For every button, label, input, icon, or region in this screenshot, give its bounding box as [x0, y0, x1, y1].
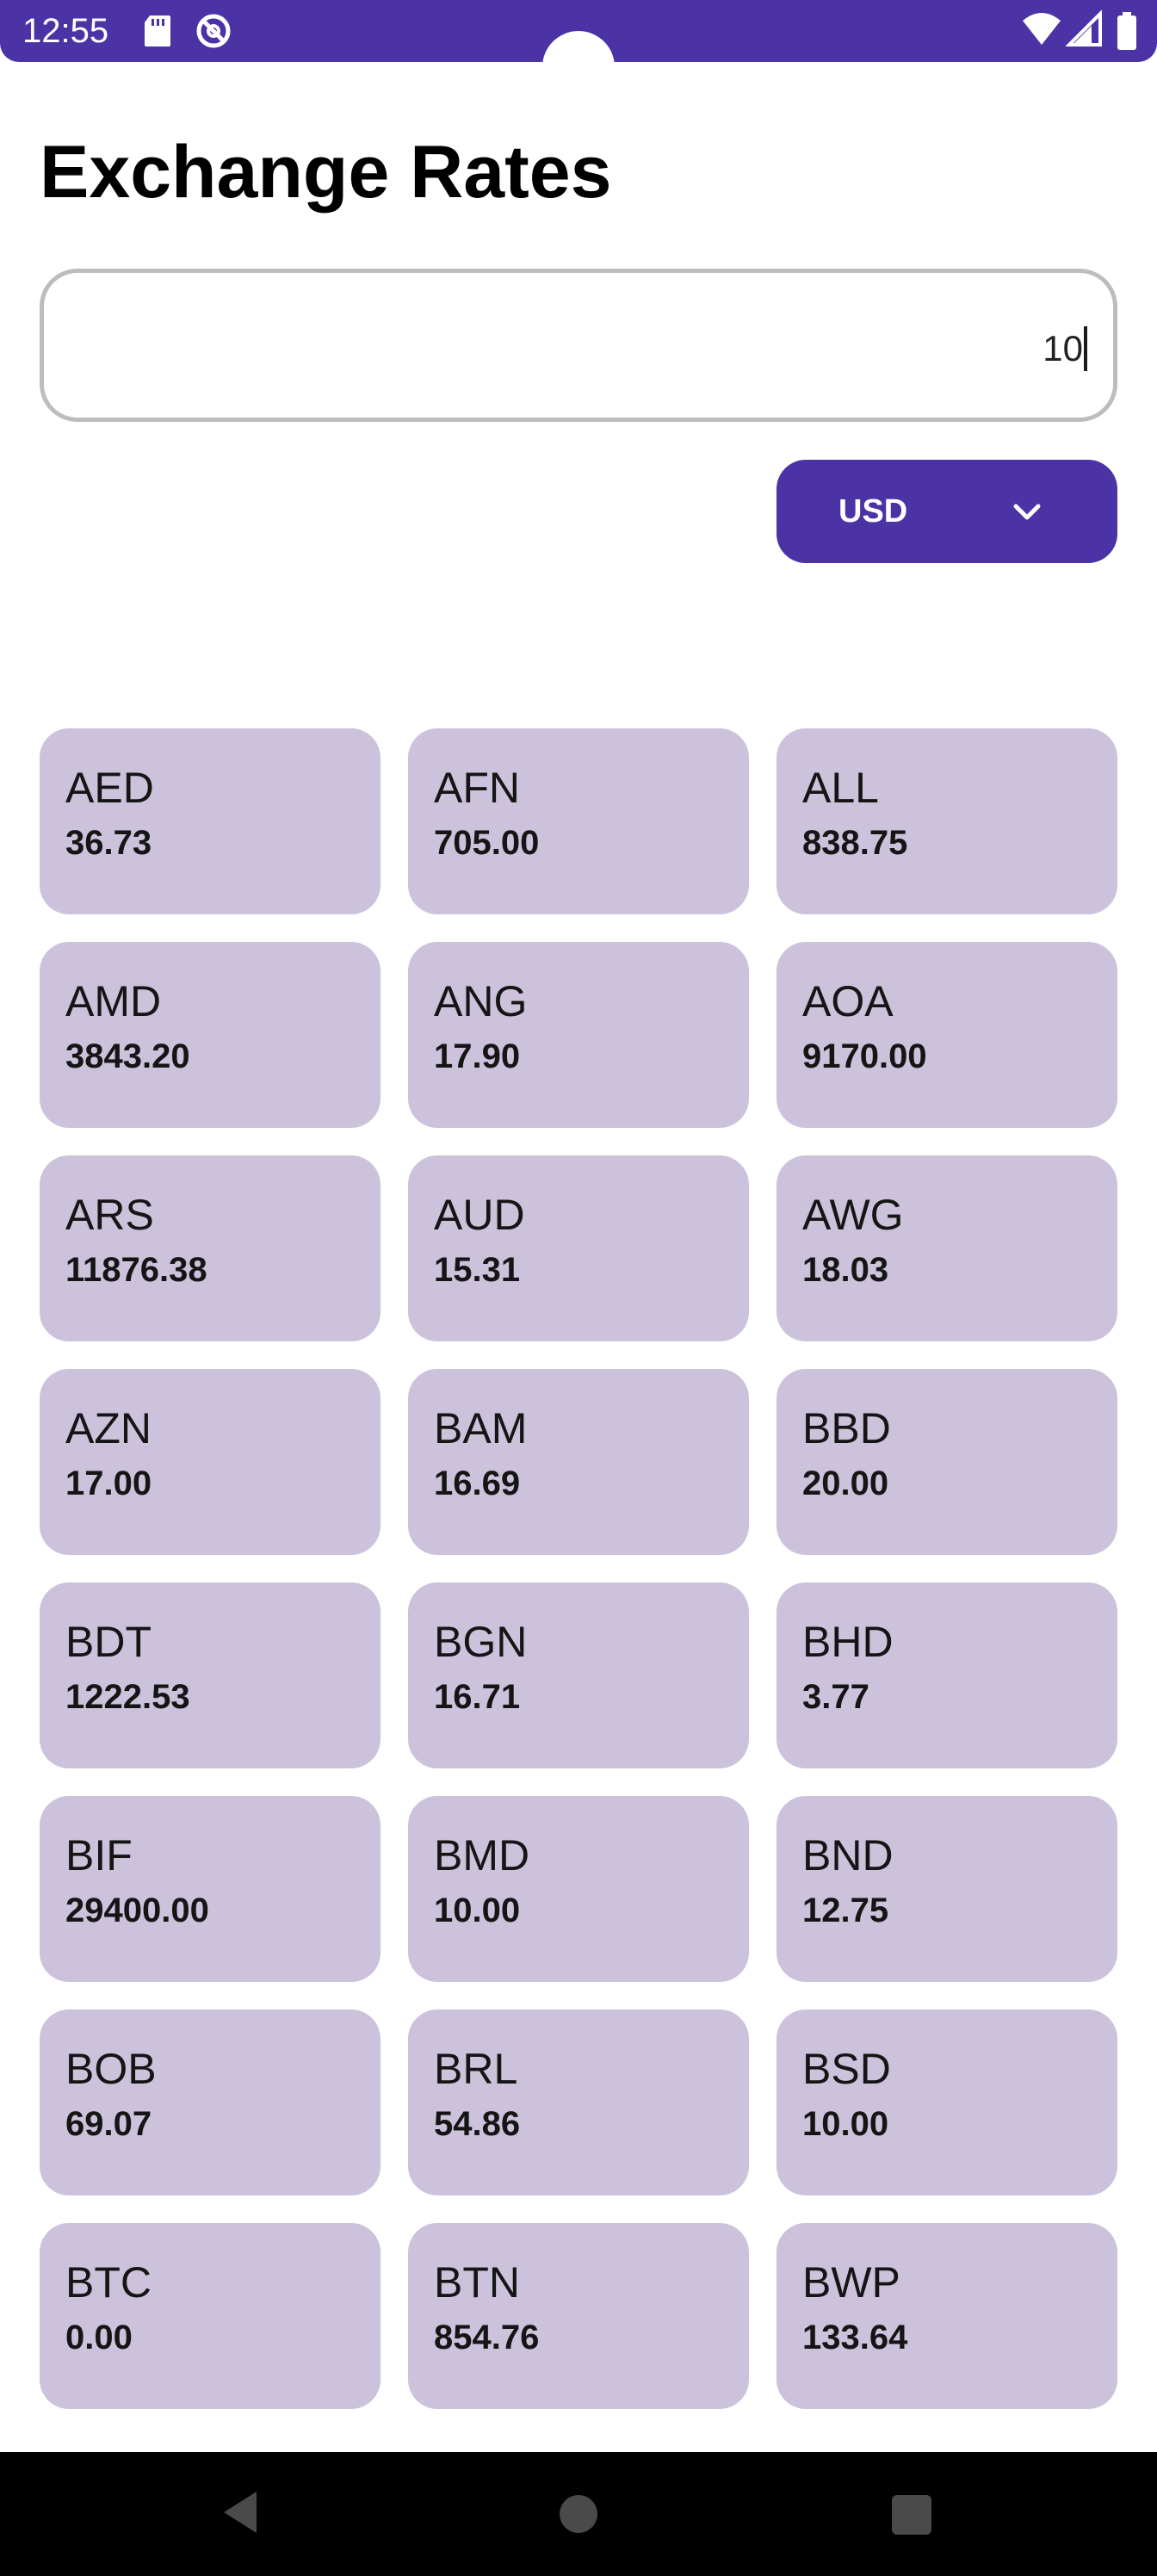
rate-card-code: AZN: [65, 1404, 152, 1452]
rate-card[interactable]: ALL 838.75: [776, 728, 1117, 914]
rate-card-code: BMD: [434, 1831, 530, 1879]
rate-card-code: AMD: [65, 977, 162, 1025]
chevron-down-icon: [1013, 504, 1041, 520]
rate-card-code: BWP: [802, 2258, 900, 2307]
page-title: Exchange Rates: [40, 131, 612, 214]
rate-card[interactable]: BND 12.75: [776, 1796, 1117, 1982]
rate-card[interactable]: ANG 17.90: [408, 942, 749, 1128]
camera-cutout: [542, 31, 615, 103]
rate-card-value: 17.00: [65, 1464, 152, 1502]
rate-card[interactable]: ARS 11876.38: [40, 1155, 381, 1341]
recents-icon[interactable]: [892, 2495, 931, 2535]
rate-card[interactable]: AED 36.73: [40, 728, 381, 914]
rate-card-code: AFN: [434, 764, 520, 812]
amount-input[interactable]: 10: [40, 269, 1117, 422]
rate-card-code: ARS: [65, 1191, 154, 1239]
rate-card[interactable]: AUD 15.31: [408, 1155, 749, 1341]
rate-card-value: 9170.00: [802, 1037, 927, 1075]
rate-card-code: AOA: [802, 977, 894, 1025]
rate-card-value: 3843.20: [65, 1037, 190, 1075]
rate-card-value: 16.69: [434, 1464, 521, 1502]
rate-card[interactable]: BRL 54.86: [408, 2009, 749, 2195]
sd-card-icon: [145, 15, 170, 46]
rate-card[interactable]: BTC 0.00: [40, 2223, 381, 2409]
rate-card-value: 838.75: [802, 824, 908, 862]
rate-card-code: AUD: [434, 1191, 525, 1239]
rate-card[interactable]: BAM 16.69: [408, 1369, 749, 1555]
rate-card-value: 3.77: [802, 1678, 869, 1716]
rate-card-value: 15.31: [434, 1251, 521, 1289]
wifi-icon: [1023, 13, 1061, 45]
do-not-disturb-icon: [196, 14, 231, 48]
navigation-bar: [0, 2452, 1157, 2576]
signal-icon: [1066, 10, 1102, 46]
rate-card-value: 705.00: [434, 824, 540, 862]
rate-card[interactable]: BSD 10.00: [776, 2009, 1117, 2195]
rate-card-value: 10.00: [802, 2105, 889, 2143]
rate-card[interactable]: AWG 18.03: [776, 1155, 1117, 1341]
rate-card-value: 854.76: [434, 2319, 540, 2356]
rate-card[interactable]: BIF 29400.00: [40, 1796, 381, 1982]
rate-card-code: AED: [65, 764, 154, 812]
rate-card[interactable]: BWP 133.64: [776, 2223, 1117, 2409]
currency-select[interactable]: USD: [776, 460, 1117, 563]
rate-card-code: BTC: [65, 2258, 152, 2307]
rate-card-code: BTN: [434, 2258, 520, 2307]
status-bar: 12:55: [0, 0, 1157, 103]
rate-card-code: BGN: [434, 1618, 528, 1666]
rate-card-code: BBD: [802, 1404, 891, 1452]
rate-card-code: BHD: [802, 1618, 894, 1666]
rate-card-code: BOB: [65, 2045, 157, 2093]
rate-card-value: 69.07: [65, 2105, 152, 2143]
rate-card-code: BAM: [434, 1404, 528, 1452]
rate-card-value: 133.64: [802, 2319, 908, 2356]
battery-icon: [1117, 12, 1136, 50]
rate-card-value: 0.00: [65, 2319, 133, 2356]
rate-card[interactable]: BBD 20.00: [776, 1369, 1117, 1555]
rate-card-value: 20.00: [802, 1464, 889, 1502]
rate-card[interactable]: BDT 1222.53: [40, 1582, 381, 1768]
home-icon[interactable]: [560, 2495, 597, 2533]
rate-card-code: ALL: [802, 764, 879, 812]
rate-card-code: BDT: [65, 1618, 152, 1666]
rate-card[interactable]: BTN 854.76: [408, 2223, 749, 2409]
rate-card-value: 17.90: [434, 1037, 521, 1075]
rate-card-code: BSD: [802, 2045, 891, 2093]
currency-select-label: USD: [838, 493, 908, 529]
rate-card[interactable]: BOB 69.07: [40, 2009, 381, 2195]
rate-card[interactable]: BMD 10.00: [408, 1796, 749, 1982]
rate-card[interactable]: BHD 3.77: [776, 1582, 1117, 1768]
rate-card-value: 36.73: [65, 824, 152, 862]
text-caret: [1084, 326, 1087, 371]
rate-card-code: BND: [802, 1831, 894, 1879]
rate-card-value: 11876.38: [65, 1251, 207, 1289]
rate-card-value: 54.86: [434, 2105, 521, 2143]
amount-input-value[interactable]: 10: [1043, 326, 1087, 371]
rate-card-value: 29400.00: [65, 1892, 209, 1929]
rate-card-value: 12.75: [802, 1892, 889, 1929]
rate-card-value: 18.03: [802, 1251, 889, 1289]
rate-card-value: 16.71: [434, 1678, 521, 1716]
rates-grid: AED 36.73 AFN 705.00 ALL 838.75 AMD 3843.20 ANG 1…: [40, 728, 1117, 2409]
rate-card[interactable]: AFN 705.00: [408, 728, 749, 914]
back-icon[interactable]: [219, 2488, 262, 2536]
rate-card[interactable]: AOA 9170.00: [776, 942, 1117, 1128]
rate-card[interactable]: BGN 16.71: [408, 1582, 749, 1768]
rate-card-value: 10.00: [434, 1892, 521, 1929]
rate-card-code: BIF: [65, 1831, 133, 1879]
rate-card-code: AWG: [802, 1191, 904, 1239]
rate-card[interactable]: AZN 17.00: [40, 1369, 381, 1555]
rate-card-value: 1222.53: [65, 1678, 190, 1716]
status-time: 12:55: [22, 12, 109, 50]
rate-card-code: ANG: [434, 977, 528, 1025]
rate-card[interactable]: AMD 3843.20: [40, 942, 381, 1128]
rate-card-code: BRL: [434, 2045, 518, 2093]
